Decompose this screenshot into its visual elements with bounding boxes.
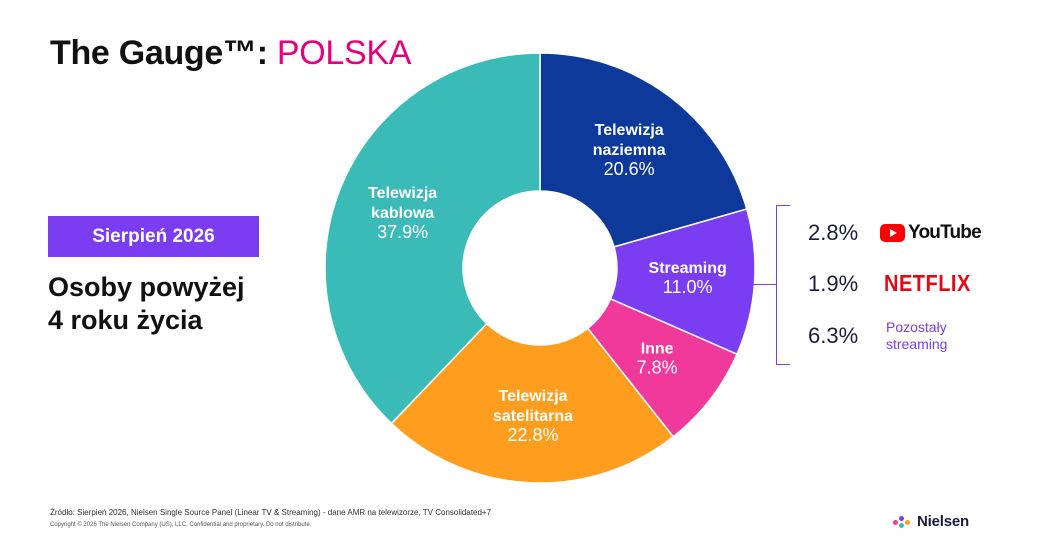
slice-label-streaming: Streaming [649,260,727,277]
slice-value-naziemna: 20.6% [604,159,655,179]
page-title: The Gauge™: POLSKA [50,34,411,73]
slice-label-satelitarna: Telewizja [499,388,568,405]
nielsen-mark-icon [893,515,913,528]
period-badge: Sierpień 2026 [48,216,259,257]
slice-label-kablowa: Telewizja [368,185,437,202]
other-streaming-label: Pozostały streaming [886,319,976,353]
youtube-logo: YouTube [880,222,982,244]
slice-label-inne: Inne [641,340,674,357]
slice-value-satelitarna: 22.8% [508,425,559,445]
slice-satelitarna [390,322,675,484]
streaming-bracket [776,205,790,365]
slice-label-kablowa: kablowa [371,205,434,222]
streaming-connector [752,284,776,285]
nielsen-wordmark: Nielsen [917,513,969,530]
youtube-wordmark: YouTube [908,222,982,243]
breakdown-value: 1.9% [808,271,859,296]
slice-label-naziemna: naziemna [593,142,666,159]
breakdown-value: 6.3% [808,323,859,348]
source-note: Źródło: Sierpień 2026, Nielsen Single So… [50,508,492,517]
breakdown-value: 2.8% [808,220,859,245]
slice-label-naziemna: Telewizja [595,122,664,139]
slice-naziemna [539,52,748,248]
slice-label-satelitarna: satelitarna [493,408,573,425]
slice-streaming [609,208,756,356]
breakdown-row-youtube: 2.8% YouTube [808,216,982,250]
audience-line-1: Osoby powyżej [48,272,245,302]
breakdown-row-netflix: 1.9% NETFLIX [808,267,971,301]
other-streaming-line-1: Pozostały [886,319,947,335]
slice-value-streaming: 11.0% [663,277,713,297]
other-streaming-line-2: streaming [886,336,948,352]
slice-kablowa [324,52,541,425]
audience-label: Osoby powyżej 4 roku życia [48,271,328,337]
title-country: POLSKA [276,34,412,72]
slice-value-kablowa: 37.9% [377,222,428,242]
netflix-logo: NETFLIX [884,270,971,297]
breakdown-row-other: 6.3% Pozostały streaming [808,319,976,353]
slice-value-inne: 7.8% [637,357,678,377]
nielsen-logo: Nielsen [893,513,969,530]
copyright-note: Copyright © 2026 The Nielsen Company (US… [50,522,312,528]
youtube-play-icon [880,224,905,242]
title-main: The Gauge™: [50,34,268,72]
audience-line-2: 4 roku życia [48,305,203,335]
